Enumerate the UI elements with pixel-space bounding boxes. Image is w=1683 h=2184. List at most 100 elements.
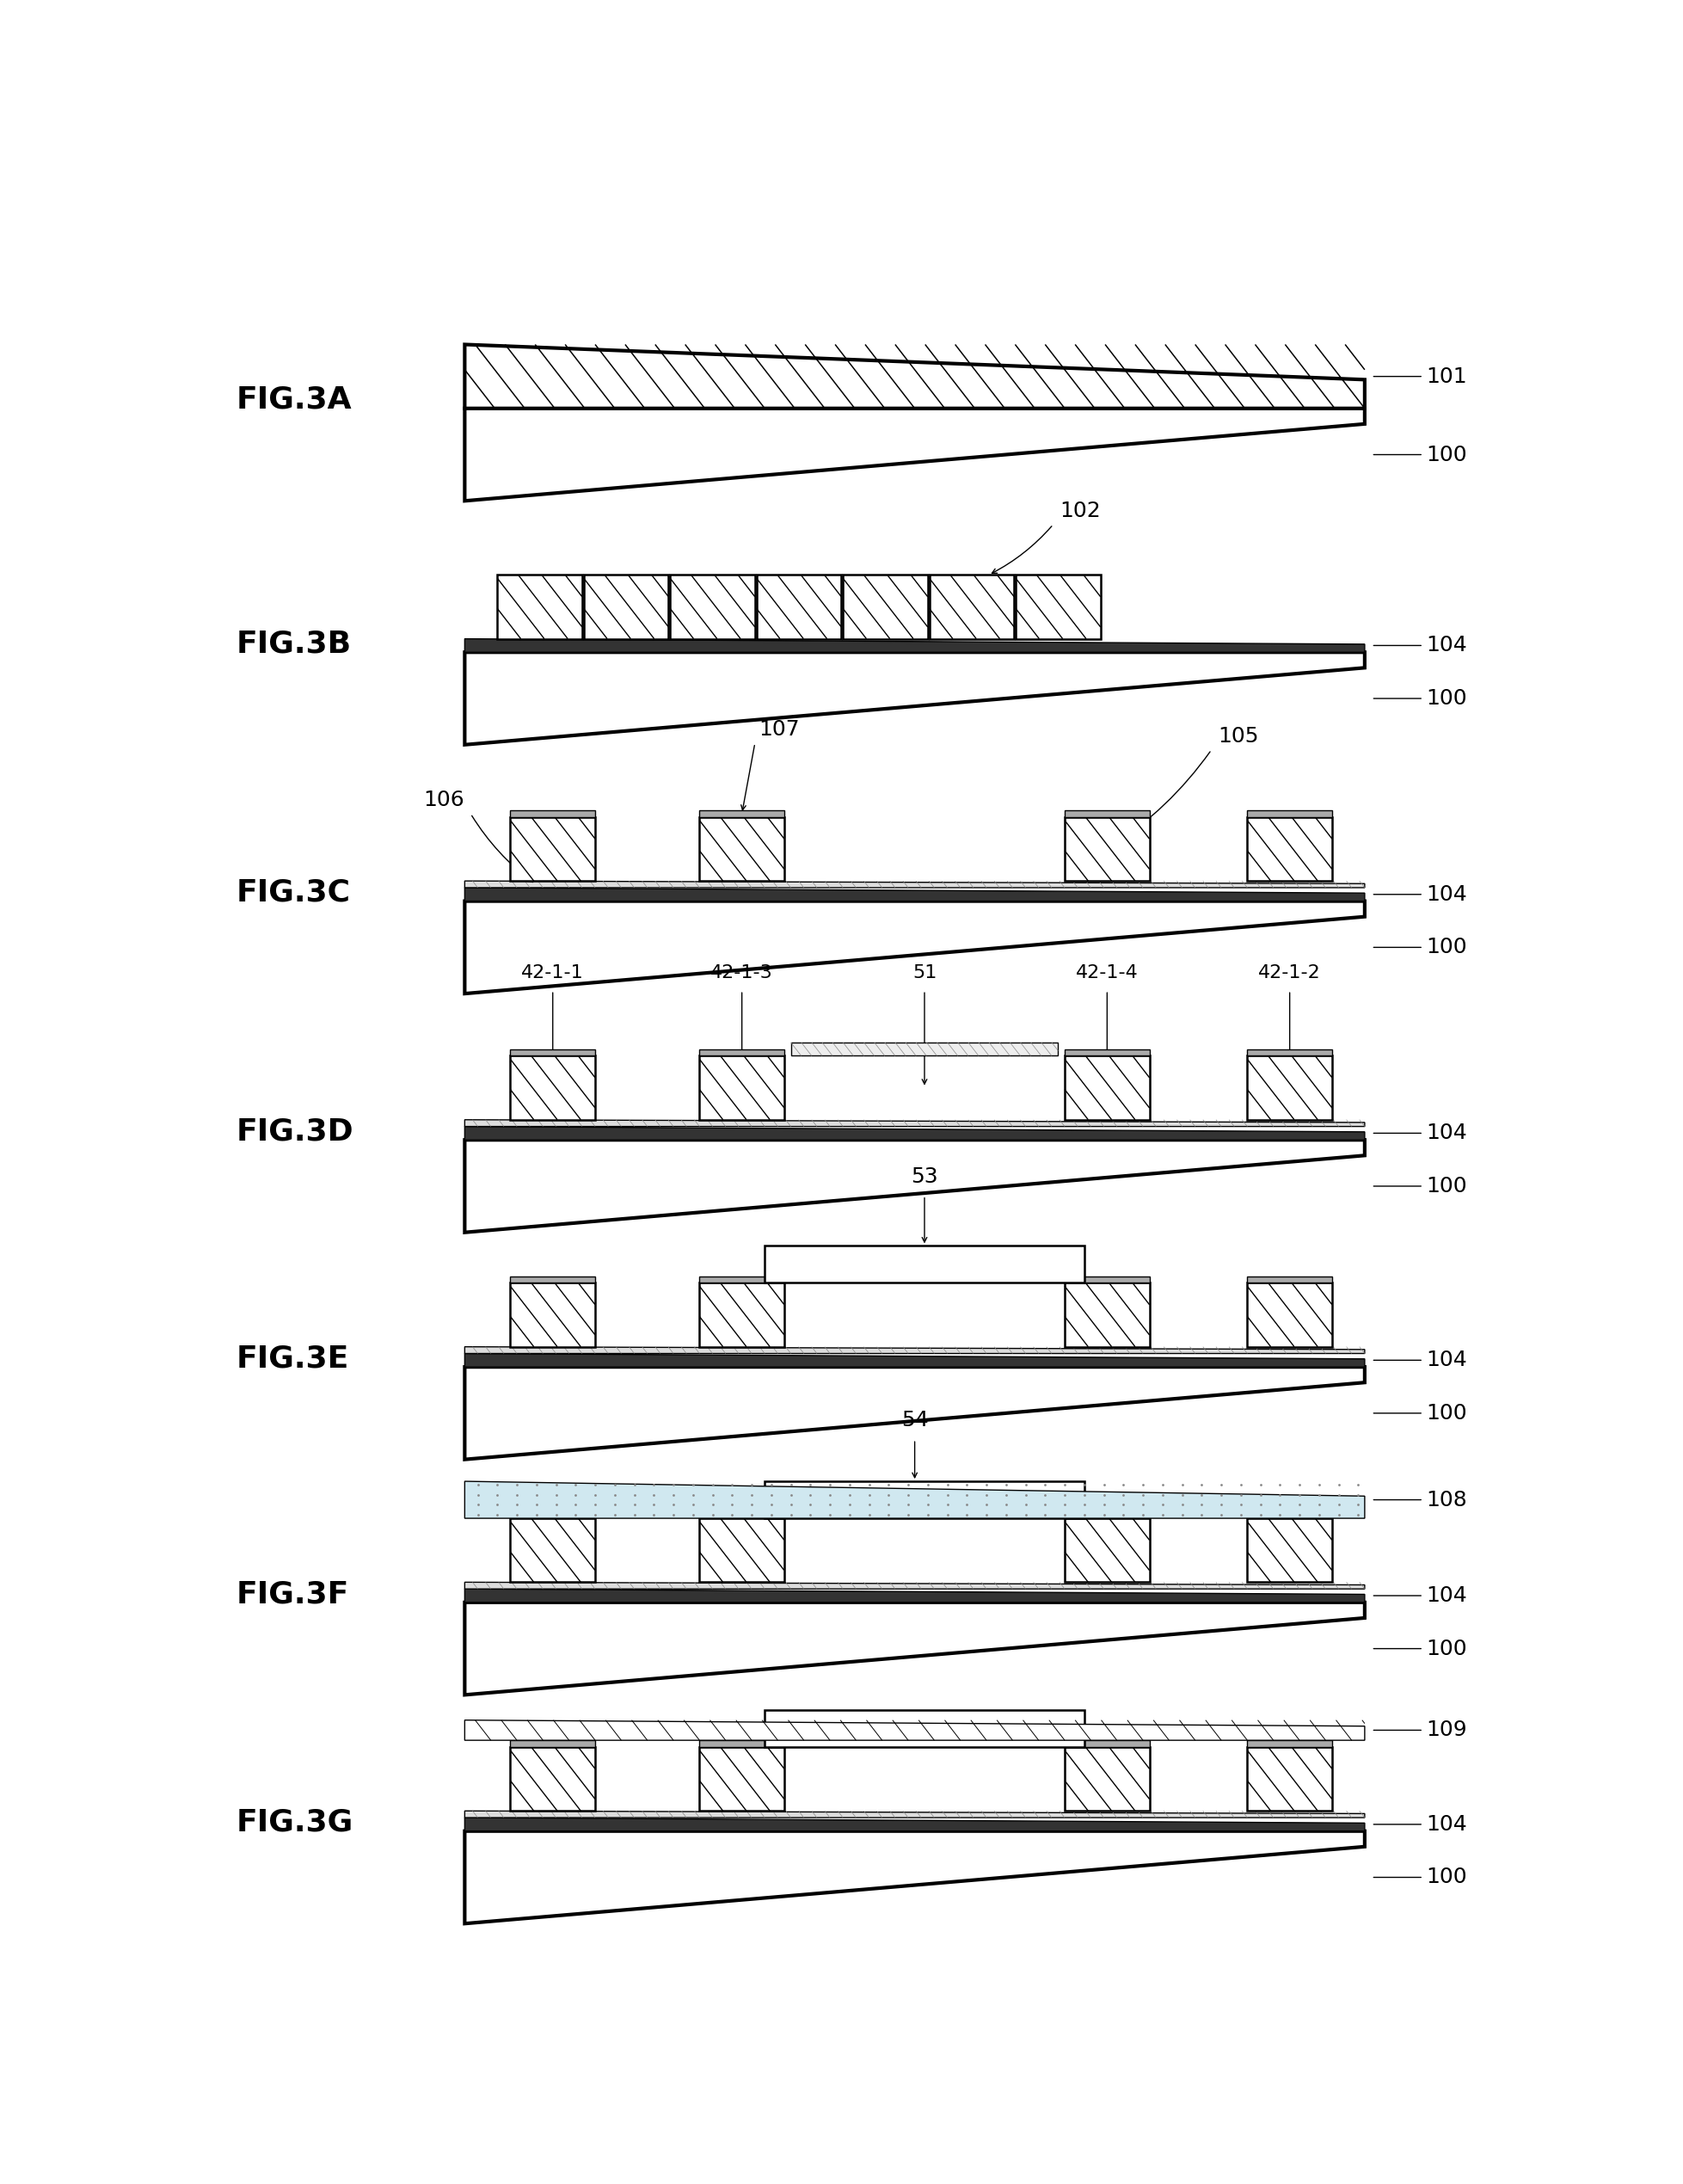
Text: 53: 53 [911,1166,937,1188]
Polygon shape [510,810,596,817]
Polygon shape [1247,1282,1333,1348]
Polygon shape [465,1811,1365,1817]
Text: 106: 106 [422,791,465,810]
Text: 100: 100 [1426,443,1468,465]
Text: 100: 100 [1426,937,1468,959]
Polygon shape [1065,1275,1149,1282]
Polygon shape [465,1120,1365,1127]
Polygon shape [465,1830,1365,1924]
Polygon shape [465,638,1365,653]
Polygon shape [465,345,1365,408]
Polygon shape [764,1710,1084,1747]
Polygon shape [465,1354,1365,1367]
Polygon shape [1247,817,1333,880]
Text: FIG.3A: FIG.3A [236,384,352,415]
Text: 100: 100 [1426,688,1468,710]
Text: 104: 104 [1426,1815,1468,1835]
Text: 54: 54 [900,1411,929,1431]
Polygon shape [1247,1747,1333,1811]
Polygon shape [1065,810,1149,817]
Polygon shape [1065,1741,1149,1747]
Polygon shape [700,1055,784,1120]
Polygon shape [465,1603,1365,1695]
Polygon shape [700,1518,784,1581]
Polygon shape [1247,1055,1333,1120]
Polygon shape [1065,817,1149,880]
Polygon shape [465,1140,1365,1232]
Polygon shape [510,1048,596,1055]
Polygon shape [1065,1518,1149,1581]
Polygon shape [700,1282,784,1348]
Polygon shape [465,1721,1365,1741]
Text: 101: 101 [1426,367,1468,387]
Text: 42-1-1: 42-1-1 [522,965,584,983]
Polygon shape [929,574,1015,638]
Polygon shape [700,1275,784,1282]
Polygon shape [1247,1511,1333,1518]
Text: 104: 104 [1426,636,1468,655]
Text: 104: 104 [1426,1350,1468,1372]
Polygon shape [465,887,1365,902]
Polygon shape [1065,1048,1149,1055]
Polygon shape [510,1275,596,1282]
Polygon shape [510,1747,596,1811]
Polygon shape [764,1245,1084,1282]
Polygon shape [465,1817,1365,1830]
Polygon shape [843,574,927,638]
Polygon shape [510,1518,596,1581]
Text: FIG.3F: FIG.3F [236,1579,350,1610]
Text: FIG.3D: FIG.3D [236,1116,353,1147]
Polygon shape [1065,1282,1149,1348]
Polygon shape [465,1581,1365,1590]
Text: 42-1-4: 42-1-4 [1075,965,1138,983]
Polygon shape [510,1741,596,1747]
Polygon shape [1247,1048,1333,1055]
Polygon shape [764,1481,1084,1518]
Text: 102: 102 [1060,500,1101,522]
Text: 42-1-2: 42-1-2 [1259,965,1321,983]
Text: 100: 100 [1426,1638,1468,1660]
Text: 104: 104 [1426,1586,1468,1605]
Polygon shape [465,1367,1365,1459]
Polygon shape [791,1042,1059,1055]
Text: FIG.3B: FIG.3B [236,629,352,657]
Text: 100: 100 [1426,1402,1468,1424]
Polygon shape [757,574,842,638]
Polygon shape [465,1348,1365,1354]
Polygon shape [700,1747,784,1811]
Polygon shape [1247,1741,1333,1747]
Polygon shape [700,1048,784,1055]
Polygon shape [465,408,1365,500]
Polygon shape [584,574,668,638]
Polygon shape [465,902,1365,994]
Polygon shape [700,817,784,880]
Text: 104: 104 [1426,885,1468,904]
Polygon shape [510,1055,596,1120]
Polygon shape [465,1127,1365,1140]
Text: 109: 109 [1426,1719,1468,1741]
Polygon shape [670,574,756,638]
Polygon shape [510,1282,596,1348]
Polygon shape [700,1511,784,1518]
Text: FIG.3C: FIG.3C [236,878,350,906]
Text: FIG.3G: FIG.3G [236,1808,353,1837]
Polygon shape [510,817,596,880]
Text: 105: 105 [1218,725,1259,747]
Polygon shape [1065,1511,1149,1518]
Polygon shape [1065,1055,1149,1120]
Text: 51: 51 [912,965,937,983]
Polygon shape [1017,574,1101,638]
Text: 42-1-3: 42-1-3 [710,965,772,983]
Text: 108: 108 [1426,1489,1468,1509]
Text: 100: 100 [1426,1867,1468,1887]
Text: 104: 104 [1426,1123,1468,1144]
Polygon shape [700,810,784,817]
Polygon shape [498,574,582,638]
Polygon shape [1247,1275,1333,1282]
Polygon shape [465,1481,1365,1518]
Polygon shape [700,1741,784,1747]
Text: 100: 100 [1426,1175,1468,1197]
Polygon shape [1065,1747,1149,1811]
Polygon shape [465,653,1365,745]
Text: 107: 107 [759,719,799,740]
